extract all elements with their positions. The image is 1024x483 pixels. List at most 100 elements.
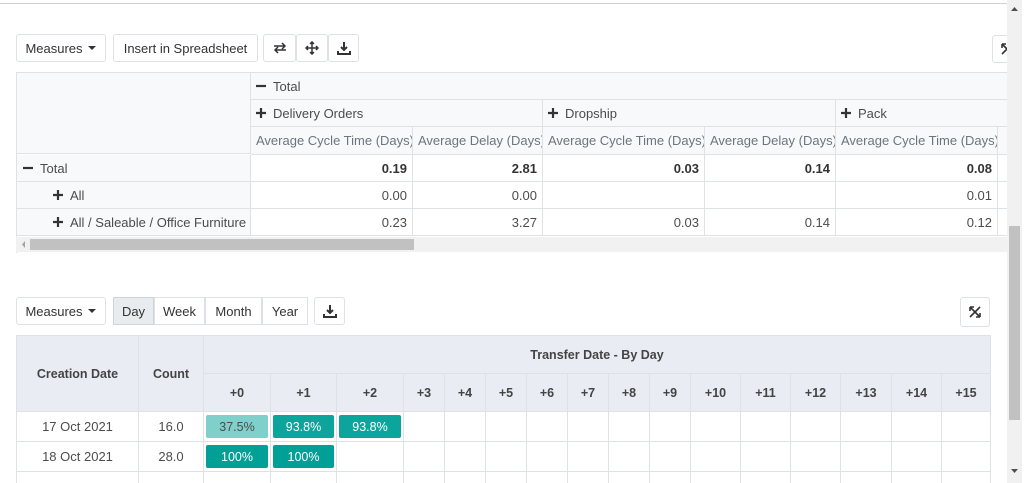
period-cell [204,472,271,483]
period-cell [445,412,486,442]
period-cell [942,472,991,483]
count-header-text: Count [152,366,190,381]
interval-button[interactable]: Year [262,297,308,325]
value-cell-text: 0.12 [966,214,992,230]
period-cell [791,412,841,442]
expand-icon[interactable] [841,108,851,118]
collapse-icon[interactable] [23,163,33,173]
percent-cell[interactable]: 93.8% [273,415,334,438]
percent-cell-text: 100% [221,449,253,464]
expand-all-button[interactable] [296,34,328,62]
count-cell-text: 28.0 [158,449,184,464]
measure-header[interactable]: Average Delay (Days) [413,127,543,155]
period-header: +12 [791,374,841,412]
row-header[interactable]: All [17,182,251,209]
col-header-text: Delivery Orders [273,105,364,121]
insert-button[interactable]: Insert in Spreadsheet [113,34,258,62]
measures-button[interactable]: Measures [16,34,106,62]
measures-label: Measures [25,40,83,56]
cohort-fullscreen-button[interactable] [960,297,990,327]
value-cell [998,182,1007,209]
value-cell: 3.27 [413,209,543,236]
collapse-icon[interactable] [256,81,266,91]
interval-button[interactable]: Month [205,297,262,325]
period-cell [741,412,791,442]
measure-header[interactable]: Average Cycle Time (Days) [251,127,413,155]
measure-header[interactable]: Average Cycle Time (Days) [836,127,998,155]
value-cell [705,182,836,209]
period-cell [445,442,486,472]
period-header-text: +7 [580,385,596,400]
period-cell [568,472,609,483]
interval-button-text: Month [215,303,252,319]
value-cell: 0.23 [251,209,413,236]
flip-button[interactable] [263,34,296,62]
col-header[interactable]: Total [251,73,1007,100]
period-header-text: +13 [855,385,877,400]
col-header[interactable]: Dropship [543,100,836,127]
scroll-down [1011,469,1018,473]
cohort-measures-label: Measures [25,303,83,319]
col-header[interactable]: Pack [836,100,1007,127]
period-cell: 100% [204,442,271,472]
value-cell-text: 0.19 [381,160,407,176]
period-cell [527,472,568,483]
interval-button[interactable]: Day [113,297,154,325]
value-cell: 0.12 [836,209,998,236]
expand-icon[interactable] [548,108,558,118]
period-cell [741,442,791,472]
percent-cell[interactable]: 37.5% [206,415,268,438]
expand-icon[interactable] [53,217,63,227]
value-cell-text: 0.03 [673,160,699,176]
period-header: +14 [892,374,942,412]
measure-header [998,127,1007,155]
col-header[interactable]: Delivery Orders [251,100,543,127]
period-cell: 93.8% [271,412,337,442]
value-cell-text: 3.27 [511,214,537,230]
percent-cell[interactable]: 93.8% [339,415,401,438]
value-cell [543,182,705,209]
period-cell [568,442,609,472]
period-cell [337,472,404,483]
measure-header[interactable]: Average Cycle Time (Days) [543,127,705,155]
period-cell [609,472,650,483]
period-cell [741,472,791,483]
percent-cell[interactable]: 100% [273,445,334,468]
value-cell: 2.81 [413,155,543,182]
cohort-download-button[interactable] [314,297,345,325]
period-cell [791,442,841,472]
period-cell [841,412,892,442]
value-cell: 0.19 [251,155,413,182]
v-scrollbar [1007,0,1022,483]
h-scrollbar [16,237,1007,252]
row-header[interactable]: Total [17,155,251,182]
date-cell-text: 18 Oct 2021 [42,449,113,464]
period-header-text: +3 [416,385,432,400]
col-header-text: Total [273,78,301,94]
period-header: +7 [568,374,609,412]
period-header-text: +10 [704,385,727,400]
period-header-text: +1 [296,385,311,400]
interval-button[interactable]: Week [154,297,205,325]
percent-cell[interactable]: 100% [206,445,268,468]
cohort-measures-button[interactable]: Measures [16,297,106,325]
col-header-text: Dropship [565,105,618,121]
period-cell [445,472,486,483]
cohort-table: Creation Date Count Transfer Date - By Day… [16,335,991,483]
caret [87,309,96,313]
expand-icon[interactable] [256,108,266,118]
row-header[interactable]: All / Saleable / Office Furniture [17,209,251,236]
h-scroll-thumb[interactable] [30,239,414,250]
row-header-text: All [70,187,85,203]
value-cell [998,209,1007,236]
period-header-text: +4 [457,385,473,400]
expand-icon[interactable] [53,190,63,200]
period-cell [841,442,892,472]
row-header-text: Total [40,160,68,176]
download-button[interactable] [328,34,359,62]
v-scroll-thumb[interactable] [1009,226,1020,420]
interval-button-text: Week [163,303,196,319]
period-cell [650,442,691,472]
measure-header-text: Average Delay (Days) [418,133,543,148]
measure-header[interactable]: Average Delay (Days) [705,127,836,155]
